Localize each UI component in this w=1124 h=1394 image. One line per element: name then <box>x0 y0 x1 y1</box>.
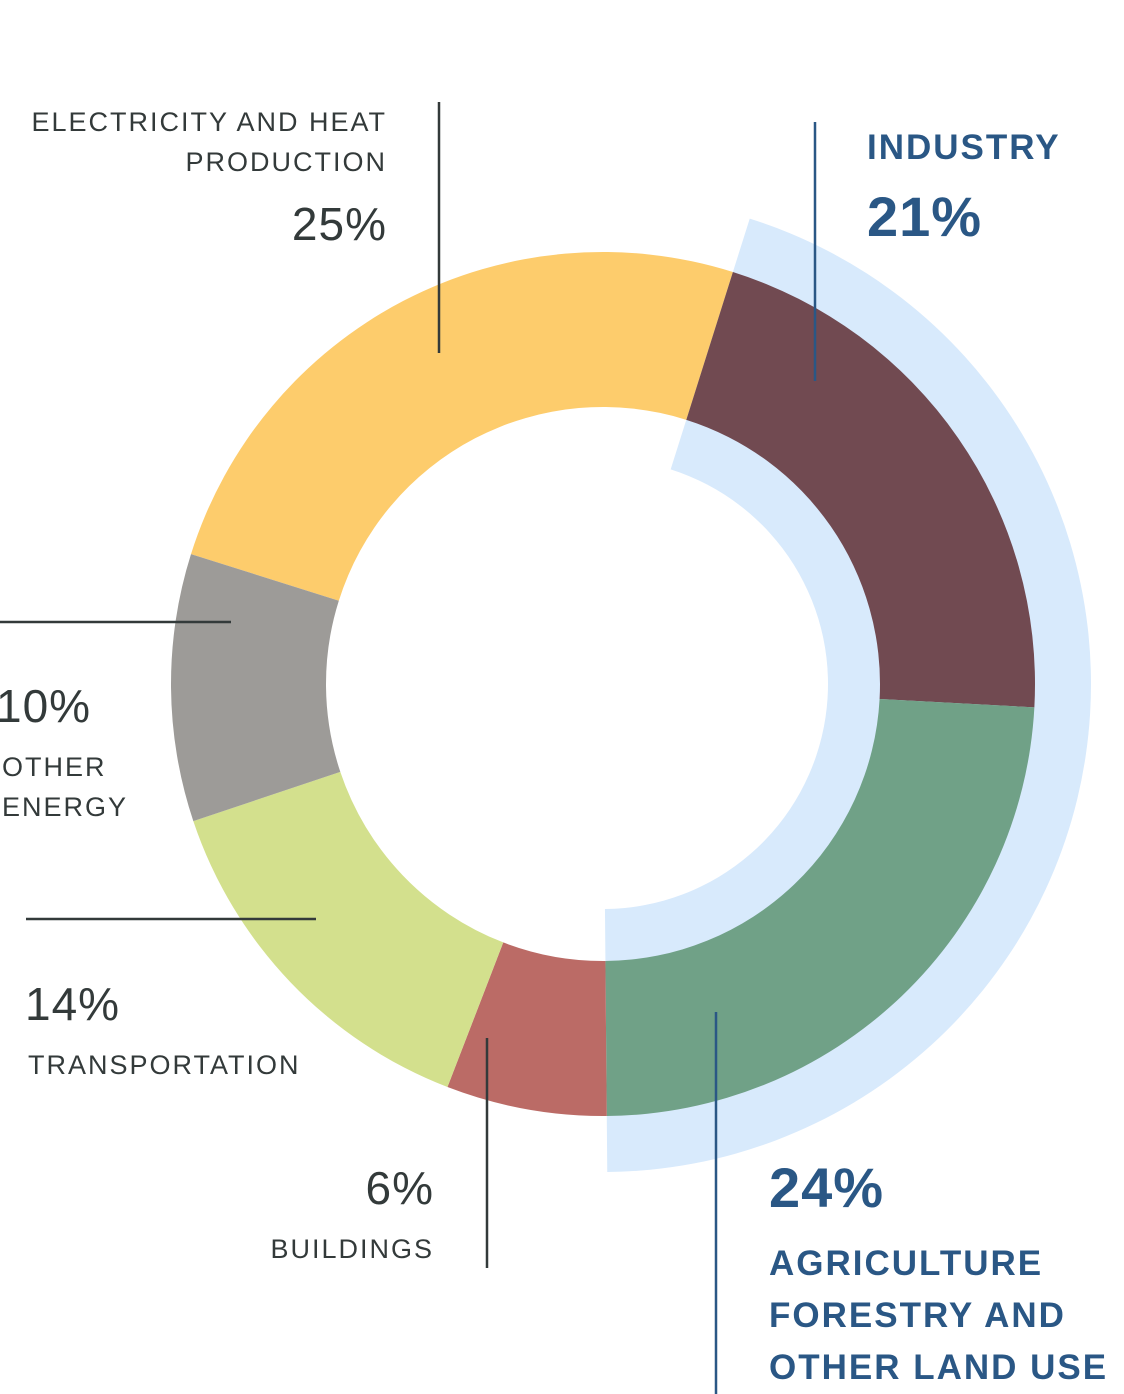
other-energy-name-line1: OTHER <box>2 752 107 782</box>
agriculture-name-line3: OTHER LAND USE <box>769 1348 1109 1387</box>
slice-industry <box>686 271 1035 708</box>
leader-lines <box>0 102 817 1394</box>
industry-name: INDUSTRY <box>867 128 1061 167</box>
slice-electricity-and-heat-production <box>190 251 733 601</box>
agriculture-percent: 24% <box>769 1156 885 1219</box>
agriculture-label: AGRICULTURE FORESTRY AND OTHER LAND USE <box>769 1238 1108 1394</box>
transportation-name: TRANSPORTATION <box>28 1050 301 1080</box>
other-energy-name-line2: ENERGY <box>2 792 129 822</box>
other-energy-percent: 10% <box>0 680 92 732</box>
transportation-percent: 14% <box>25 978 121 1030</box>
slice-agriculture-forestry-and-other-land-use <box>605 698 1035 1116</box>
buildings-name: BUILDINGS <box>270 1234 434 1264</box>
industry-percent: 21% <box>867 185 983 248</box>
agriculture-name-line1: AGRICULTURE <box>769 1244 1044 1283</box>
slice-transportation <box>193 771 504 1088</box>
electricity-name-line2: PRODUCTION <box>185 147 387 177</box>
buildings-percent: 6% <box>365 1162 434 1214</box>
electricity-name-line1: ELECTRICITY AND HEAT <box>31 107 387 137</box>
electricity-percent: 25% <box>291 198 387 250</box>
other-energy-label: OTHER ENERGY <box>2 747 128 827</box>
donut-slices <box>171 251 1035 1116</box>
electricity-label: ELECTRICITY AND HEAT PRODUCTION <box>0 102 387 182</box>
agriculture-name-line2: FORESTRY AND <box>769 1296 1066 1335</box>
